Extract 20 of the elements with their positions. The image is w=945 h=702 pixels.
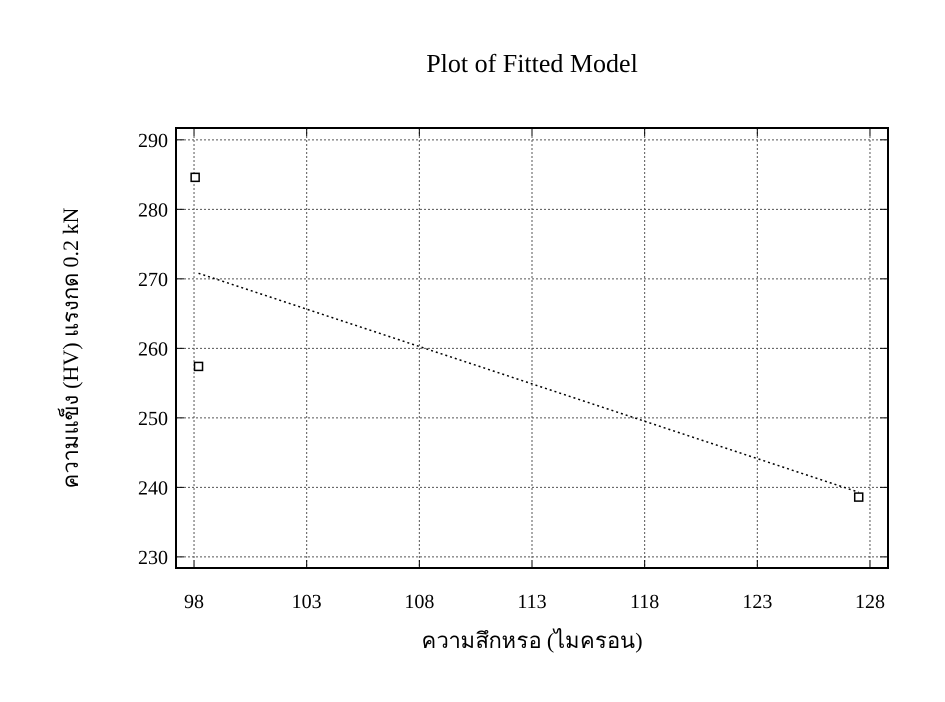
point: [854, 492, 864, 502]
y-axis-title: ความแข็ง (HV) แรงกด 0.2 kN: [56, 207, 83, 488]
x-tick-label: 118: [630, 591, 660, 613]
y-tick-label: 270: [138, 268, 168, 291]
x-axis-title: ความสึกหรอ (ไมครอน): [421, 628, 643, 653]
x-tick-label: 98: [184, 591, 204, 613]
y-tick-label: 230: [138, 546, 168, 569]
point: [194, 362, 204, 372]
y-tick-label: 250: [138, 408, 168, 430]
x-tick-label: 108: [404, 591, 434, 613]
y-tick-label: 280: [138, 199, 168, 222]
x-tick-label: 113: [517, 591, 547, 613]
y-tick-label: 290: [138, 130, 168, 152]
x-tick-label: 103: [292, 591, 322, 613]
point: [190, 172, 200, 182]
x-tick-label: 123: [742, 591, 772, 613]
y-tick-label: 240: [138, 477, 168, 500]
x-tick-label: 128: [854, 591, 885, 613]
chart-title: Plot of Fitted Model: [426, 49, 638, 78]
y-tick-label: 260: [138, 338, 168, 360]
